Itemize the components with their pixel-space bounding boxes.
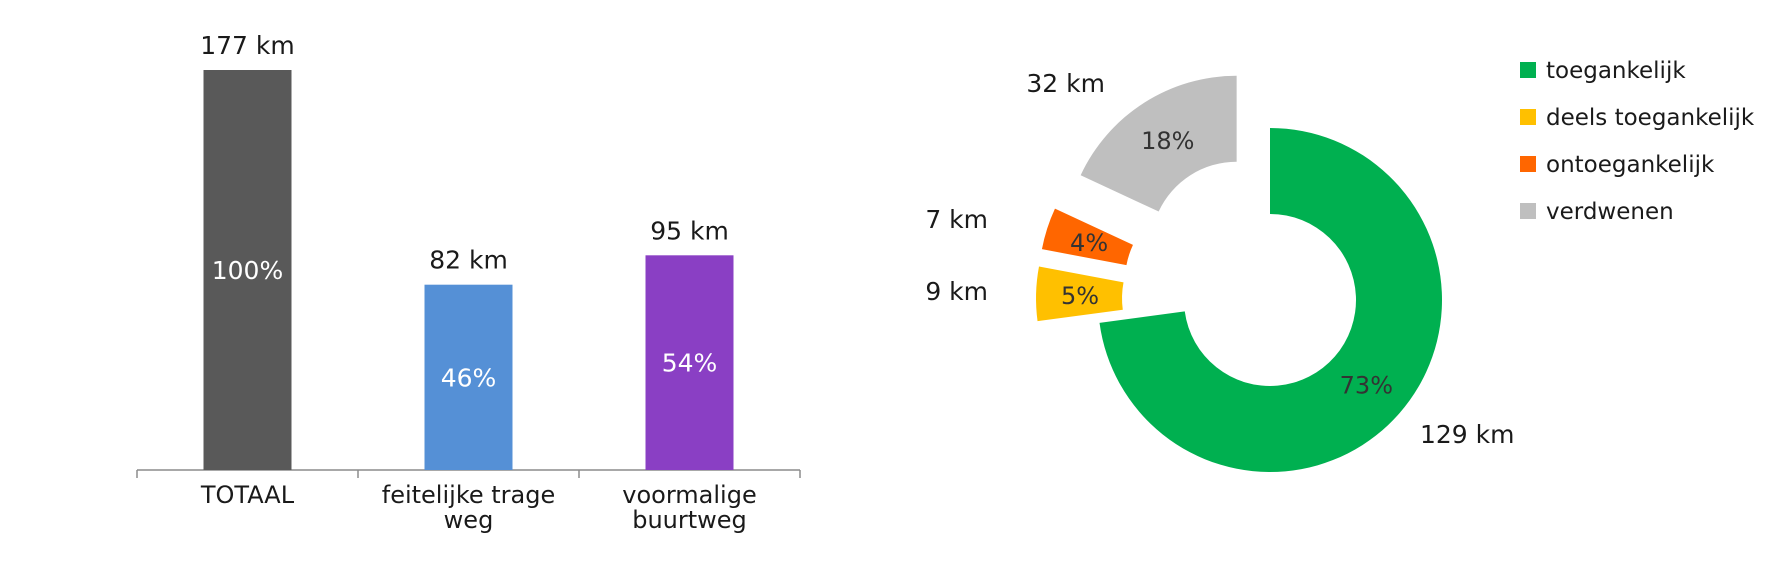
bar-value-label: 95 km bbox=[650, 216, 729, 245]
donut-value-label: 9 km bbox=[925, 277, 988, 306]
bar-percent-label: 46% bbox=[441, 363, 497, 392]
bar-percent-label: 54% bbox=[662, 349, 718, 378]
category-label: TOTAAL bbox=[200, 481, 295, 509]
donut-slice bbox=[1099, 128, 1442, 473]
legend-label: verdwenen bbox=[1546, 199, 1674, 225]
bar-value-label: 82 km bbox=[429, 246, 508, 275]
donut-legend: toegankelijk deels toegankelijk ontoeganke… bbox=[1520, 58, 1755, 225]
donut-percent-label: 4% bbox=[1070, 229, 1108, 257]
category-label: buurtweg bbox=[632, 506, 747, 534]
category-label: weg bbox=[444, 506, 494, 534]
legend-label: toegankelijk bbox=[1546, 58, 1686, 84]
donut-chart: 73% 129 km 5% 9 km 4% 7 km 18% 32 km bbox=[925, 69, 1515, 473]
legend-label: deels toegankelijk bbox=[1546, 105, 1755, 131]
donut-slice bbox=[1041, 208, 1133, 266]
donut-percent-label: 5% bbox=[1061, 282, 1099, 310]
legend-swatch bbox=[1520, 62, 1536, 78]
bar-chart: 177 km 100% TOTAAL 82 km 46% feitelijke trage… bbox=[136, 31, 801, 534]
legend-label: ontoegankelijk bbox=[1546, 152, 1715, 178]
legend-swatch bbox=[1520, 156, 1536, 172]
legend-swatch bbox=[1520, 109, 1536, 125]
donut-value-label: 32 km bbox=[1026, 69, 1105, 98]
bar bbox=[424, 284, 513, 470]
category-label: voormalige bbox=[622, 481, 756, 509]
donut-percent-label: 18% bbox=[1141, 127, 1194, 155]
donut-percent-label: 73% bbox=[1340, 371, 1393, 399]
category-label: feitelijke trage bbox=[382, 481, 555, 509]
donut-slice bbox=[1080, 75, 1237, 212]
bar-value-label: 177 km bbox=[200, 31, 295, 60]
bar bbox=[645, 255, 734, 470]
bar bbox=[203, 70, 292, 470]
donut-value-label: 129 km bbox=[1420, 420, 1515, 449]
donut-slice bbox=[1036, 266, 1124, 322]
bar-percent-label: 100% bbox=[212, 256, 283, 285]
donut-value-label: 7 km bbox=[925, 205, 988, 234]
legend-swatch bbox=[1520, 203, 1536, 219]
